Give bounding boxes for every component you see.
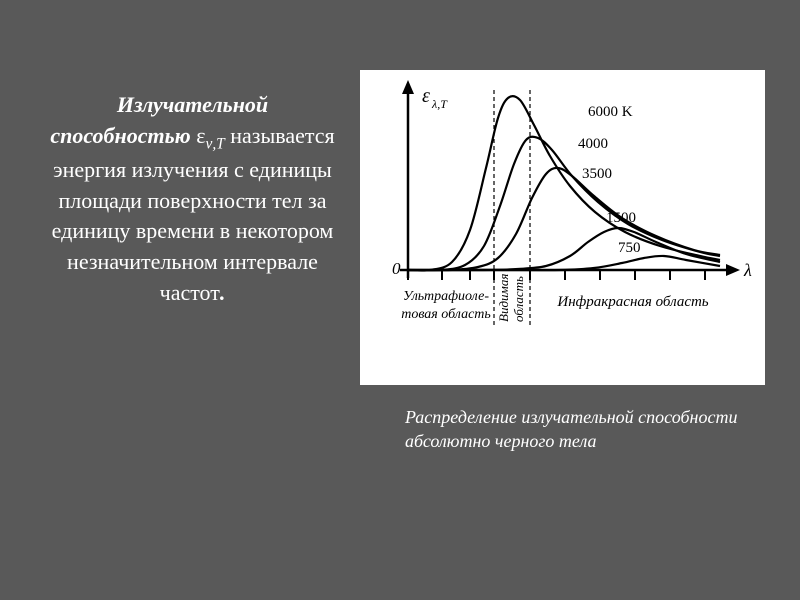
svg-text:область: область [511,276,526,322]
chart-caption: Распределение излучательной способности … [405,405,775,454]
svg-text:Ультрафиоле-: Ультрафиоле- [403,289,489,304]
subscript: ν,T [206,135,225,152]
svg-text:Видимая: Видимая [496,274,511,322]
svg-text:ε: ε [422,85,430,107]
symbol: ε [191,123,206,148]
period: . [220,280,226,305]
svg-text:750: 750 [618,240,641,256]
svg-text:товая область: товая область [401,307,491,322]
svg-text:0: 0 [392,259,401,278]
definition-text: Излучательной способностью εν,T называет… [45,90,340,309]
svg-text:λ,T: λ,T [431,97,448,111]
svg-text:3500: 3500 [582,166,612,182]
svg-text:λ: λ [743,260,752,280]
svg-text:6000 K: 6000 K [588,104,633,120]
blackbody-chart: 0 ελ,T λ Ультрафиоле-товая область Видимаяоб… [360,70,765,385]
svg-text:4000: 4000 [578,136,608,152]
svg-text:Инфракрасная область: Инфракрасная область [556,294,708,310]
svg-text:1500: 1500 [606,210,636,226]
definition-rest: называется энергия излучения с единицы п… [52,123,335,305]
chart-svg: 0 ελ,T λ Ультрафиоле-товая область Видимаяоб… [360,70,765,385]
